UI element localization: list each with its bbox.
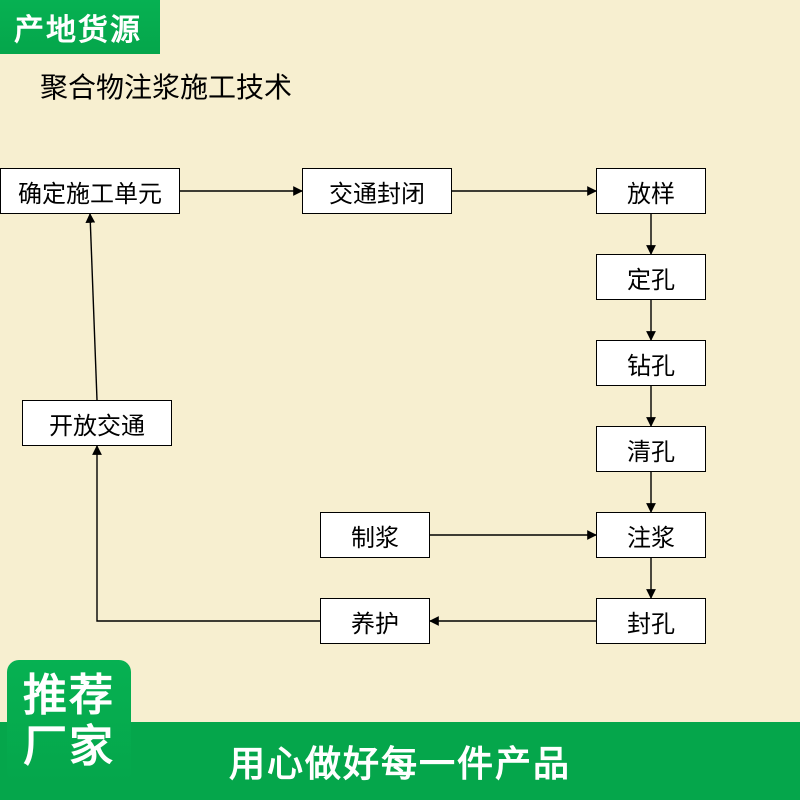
badge-origin-source: 产地货源 — [0, 0, 160, 54]
flow-node-label: 封孔 — [627, 604, 675, 639]
flow-node-n10: 开放交通 — [22, 400, 172, 446]
flow-node-n8: 封孔 — [596, 598, 706, 644]
flow-node-label: 钻孔 — [627, 346, 675, 381]
flow-node-label: 放样 — [627, 174, 675, 209]
flow-edge — [90, 214, 97, 400]
flow-node-n1: 确定施工单元 — [0, 168, 180, 214]
flow-node-n9: 养护 — [320, 598, 430, 644]
flow-node-label: 养护 — [351, 604, 399, 639]
flow-node-n7: 注浆 — [596, 512, 706, 558]
flow-node-label: 注浆 — [627, 518, 675, 553]
flow-node-label: 交通封闭 — [329, 174, 425, 209]
badge-recommended-factory: 推荐 厂家 — [7, 660, 131, 784]
flow-node-n6: 清孔 — [596, 426, 706, 472]
flow-node-label: 开放交通 — [49, 406, 145, 441]
flow-node-label: 确定施工单元 — [18, 174, 162, 209]
flow-edge — [97, 446, 320, 621]
flow-node-n5: 钻孔 — [596, 340, 706, 386]
flow-node-n4: 定孔 — [596, 254, 706, 300]
diagram-title: 聚合物注浆施工技术 — [40, 66, 292, 106]
flow-node-n3: 放样 — [596, 168, 706, 214]
flowchart-canvas: 聚合物注浆施工技术 产地货源 用心做好每一件产品 推荐 厂家 确定施工单元交通封… — [0, 0, 800, 800]
badge-recommended-factory-label: 推荐 厂家 — [23, 671, 115, 772]
flow-node-n7b: 制浆 — [320, 512, 430, 558]
flow-node-n2: 交通封闭 — [302, 168, 452, 214]
flow-node-label: 制浆 — [351, 518, 399, 553]
flow-node-label: 清孔 — [627, 432, 675, 467]
flow-node-label: 定孔 — [627, 260, 675, 295]
